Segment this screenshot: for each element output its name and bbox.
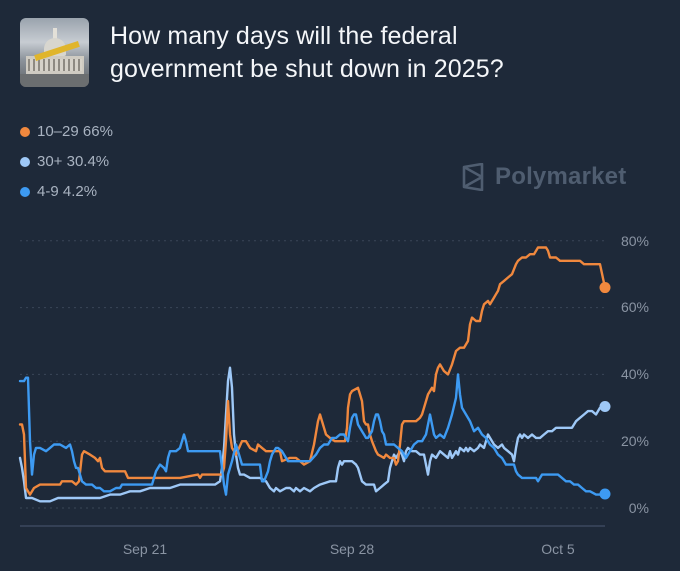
y-tick-40: 40% <box>620 366 649 382</box>
series-lines <box>18 246 607 503</box>
legend-item-10-29: 10–29 66% <box>20 116 113 146</box>
legend-dot-icon <box>20 186 30 197</box>
series-line-30+ <box>18 366 607 503</box>
grid-lines <box>20 240 605 509</box>
brand-name: Polymarket <box>495 163 627 190</box>
y-tick-0: 0% <box>628 500 649 516</box>
legend-label: 30+ 30.4% <box>37 152 110 170</box>
x-tick-sep-21: Sep 21 <box>122 541 168 557</box>
x-tick-oct-5: Oct 5 <box>541 541 575 557</box>
legend-dot-icon <box>20 126 30 137</box>
endpoint-dot-4-9 <box>599 488 611 500</box>
chart-title: How many days will the federal governmen… <box>110 22 504 83</box>
series-line-4-9 <box>18 373 607 496</box>
y-tick-20: 20% <box>620 433 649 449</box>
legend-label: 10–29 66% <box>37 122 113 140</box>
endpoint-dot-10–29 <box>599 282 611 294</box>
y-tick-80: 80% <box>620 233 649 249</box>
capitol-shutdown-thumbnail <box>20 18 89 87</box>
legend-item-4-9: 4-9 4.2% <box>20 176 113 206</box>
polymarket-logo-icon <box>462 163 484 191</box>
y-tick-60: 60% <box>620 299 649 315</box>
legend-label: 4-9 4.2% <box>37 182 98 200</box>
polymarket-watermark: Polymarket <box>461 163 626 191</box>
series-endpoints <box>599 282 611 500</box>
x-tick-sep-28: Sep 28 <box>329 541 375 557</box>
series-line-10–29 <box>18 246 607 496</box>
legend-dot-icon <box>20 156 30 167</box>
legend-item-30-plus: 30+ 30.4% <box>20 146 113 176</box>
legend: 10–29 66% 30+ 30.4% 4-9 4.2% <box>20 116 113 206</box>
endpoint-dot-30+ <box>599 400 611 412</box>
chart-header: How many days will the federal governmen… <box>20 18 580 87</box>
